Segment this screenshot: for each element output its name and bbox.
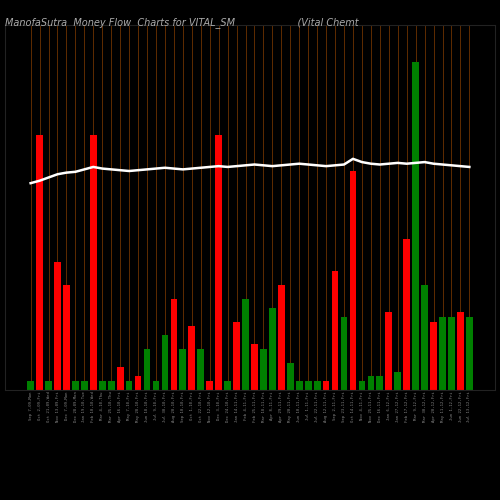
Bar bbox=[260, 349, 267, 390]
Bar bbox=[90, 134, 96, 390]
Bar bbox=[117, 367, 123, 390]
Bar bbox=[439, 317, 446, 390]
Bar bbox=[269, 308, 276, 390]
Bar bbox=[216, 134, 222, 390]
Bar bbox=[448, 317, 455, 390]
Bar bbox=[314, 381, 320, 390]
Bar bbox=[188, 326, 195, 390]
Bar bbox=[394, 372, 401, 390]
Bar bbox=[368, 376, 374, 390]
Bar bbox=[180, 349, 186, 390]
Bar bbox=[430, 322, 437, 390]
Bar bbox=[296, 381, 302, 390]
Bar bbox=[63, 285, 70, 390]
Bar bbox=[340, 317, 347, 390]
Bar bbox=[233, 322, 240, 390]
Bar bbox=[278, 285, 284, 390]
Bar bbox=[466, 317, 472, 390]
Bar bbox=[170, 298, 177, 390]
Bar bbox=[126, 381, 132, 390]
Bar bbox=[162, 335, 168, 390]
Bar bbox=[242, 298, 249, 390]
Bar bbox=[323, 381, 330, 390]
Bar bbox=[134, 376, 141, 390]
Bar bbox=[99, 381, 105, 390]
Text: ManofaSutra  Money Flow  Charts for VITAL_SM                    (Vital Chemt: ManofaSutra Money Flow Charts for VITAL_… bbox=[5, 18, 358, 28]
Bar bbox=[72, 381, 79, 390]
Bar bbox=[198, 349, 204, 390]
Bar bbox=[206, 381, 213, 390]
Bar bbox=[251, 344, 258, 390]
Bar bbox=[421, 285, 428, 390]
Bar bbox=[412, 62, 419, 390]
Bar bbox=[404, 240, 410, 390]
Bar bbox=[28, 381, 34, 390]
Bar bbox=[386, 312, 392, 390]
Bar bbox=[108, 381, 114, 390]
Bar bbox=[305, 381, 312, 390]
Bar bbox=[457, 312, 464, 390]
Bar bbox=[45, 381, 52, 390]
Bar bbox=[144, 349, 150, 390]
Bar bbox=[36, 134, 43, 390]
Bar bbox=[350, 171, 356, 390]
Bar bbox=[81, 381, 87, 390]
Bar bbox=[152, 381, 160, 390]
Bar bbox=[358, 381, 366, 390]
Bar bbox=[54, 262, 61, 390]
Bar bbox=[332, 272, 338, 390]
Bar bbox=[224, 381, 231, 390]
Bar bbox=[287, 362, 294, 390]
Bar bbox=[376, 376, 383, 390]
